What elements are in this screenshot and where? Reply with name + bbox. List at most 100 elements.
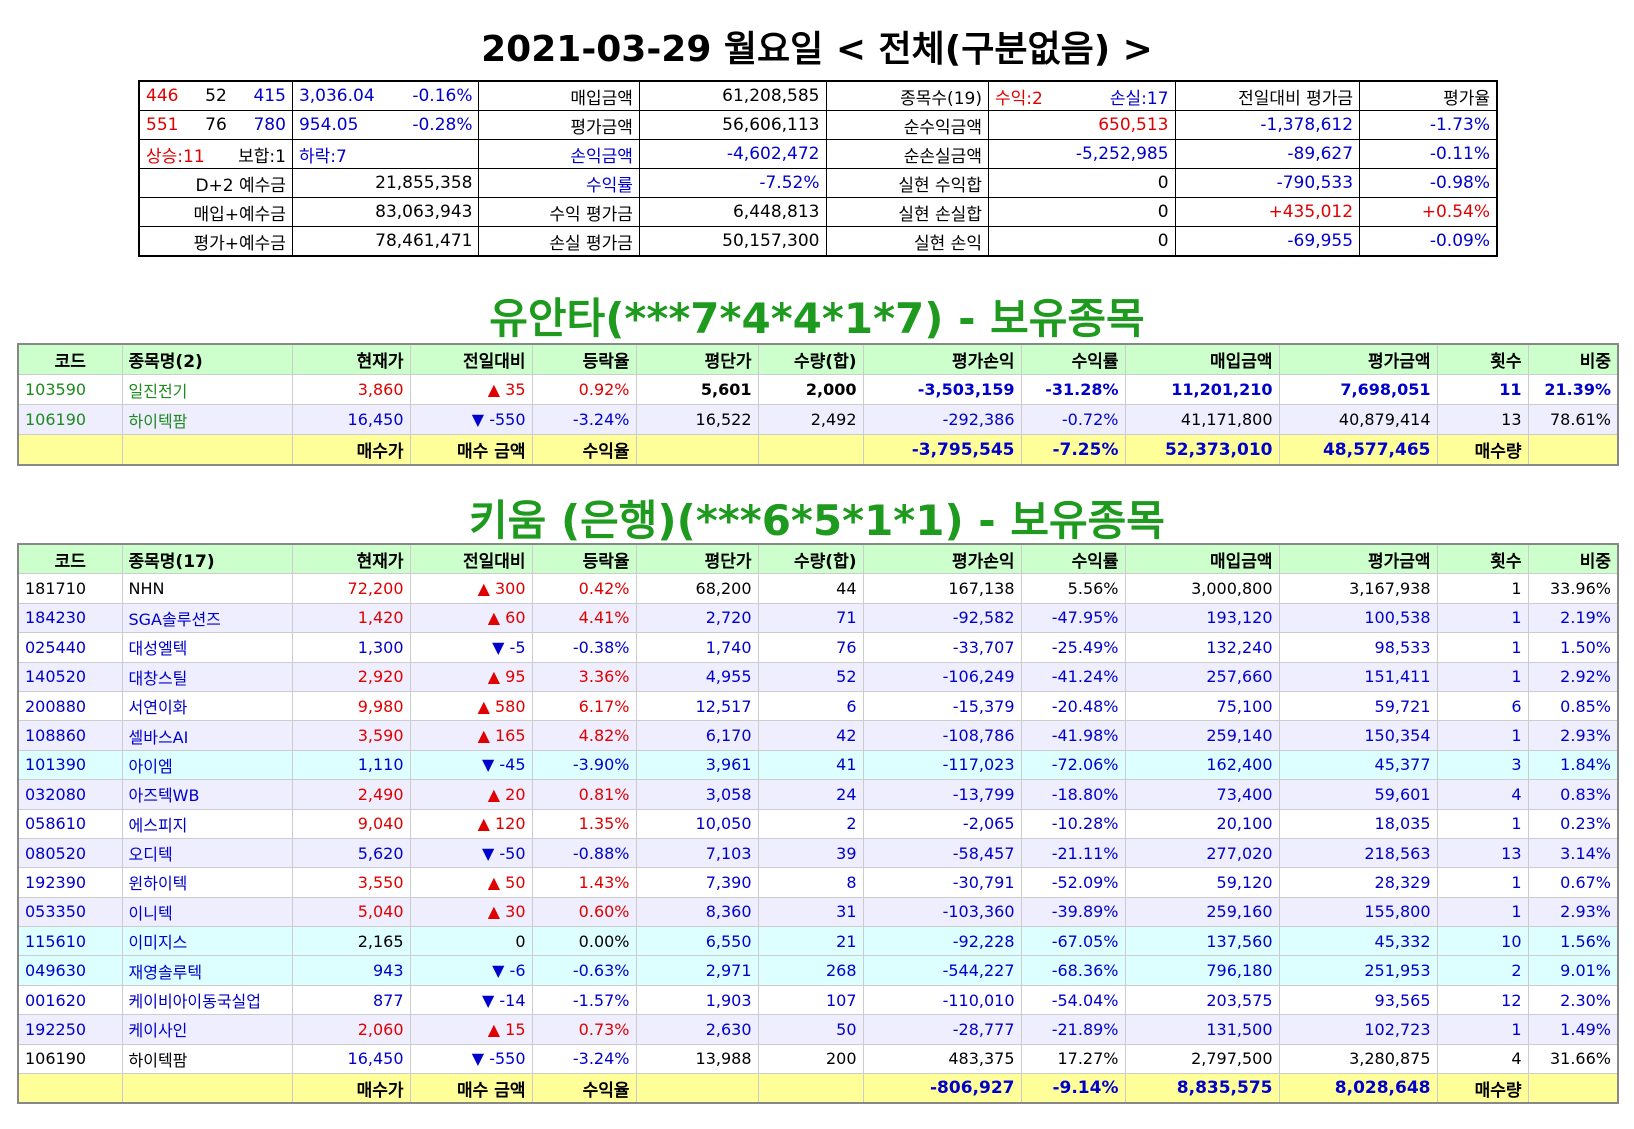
holding-row: 058610 에스피지 9,040 ▲ 120 1.35% 10,050 2 -2,065 -1… [17,808,1619,839]
header-cell: 횟수 [1436,543,1529,575]
holding-cell: ▼ -550 [409,404,533,435]
holding-cell: 33.96% [1527,573,1619,604]
holding-cell: 106190 [17,1043,123,1075]
holding-row: 049630 재영솔루텍 943 ▼ -6 -0.63% 2,971 268 -544,227… [17,955,1619,986]
holding-cell: 2.19% [1527,602,1619,634]
holding-cell: 080520 [17,837,123,869]
holding-row: 025440 대성엘텍 1,300 ▼ -5 -0.38% 1,740 76 -33,707-… [17,632,1619,663]
holding-cell: 131,500 [1124,1014,1280,1045]
cell-text: 61,208,585 [722,86,820,106]
summary-cell: 50,157,300 [638,226,827,257]
holding-cell: 6,550 [635,926,759,957]
holding-cell: 재영솔루텍 [121,955,293,986]
total-cell [17,1073,123,1104]
holding-cell: 13,988 [635,1043,759,1075]
header-cell: 비중 [1527,343,1619,375]
holding-cell: 053350 [17,896,123,928]
holding-cell: 하이텍팜 [121,404,293,435]
cell-text: 50,157,300 [722,231,820,251]
header-cell: 수익률 [1020,343,1126,375]
summary-row: 매입+예수금 83,063,943 수익 평가금 6,448,813 실현 손실합 0 +4… [138,197,1498,227]
holding-cell: 2,000 [757,374,864,405]
holding-cell: -72.06% [1020,749,1126,781]
holding-cell: 2,920 [291,661,411,692]
holding-cell: 오디텍 [121,837,293,869]
holding-cell: ▲ 300 [409,573,533,604]
holding-cell: -25.49% [1020,632,1126,663]
holding-row: 192250 케이사인 2,060 ▲ 15 0.73% 2,630 50 -28,777 -2… [17,1014,1619,1045]
cell-text: 6,448,813 [732,202,820,222]
cell-text: 손실 평가금 [549,233,633,254]
header-cell: 평단가 [635,343,759,375]
header-cell: 전일대비 [409,543,533,575]
cell-text: 83,063,943 [375,202,473,222]
holding-row: 192390 윈하이텍 3,550 ▲ 50 1.43% 7,390 8 -30,791 -52… [17,867,1619,898]
summary-row: 551 76 780 954.05 -0.28% 평가금액 56,606,113 순수익금액 6… [138,110,1498,140]
holding-cell: 1,740 [635,632,759,663]
summary-cell: 실현 손실합 [825,197,989,227]
holding-cell: -3,503,159 [862,374,1022,405]
holding-cell: 71 [757,602,864,634]
holding-cell: SGA솔루션즈 [121,602,293,634]
summary-cell: 수익률 [478,168,640,198]
total-cell: 매수 금액 [409,1073,533,1104]
holding-cell: -41.98% [1020,720,1126,751]
holding-cell: 5.56% [1020,573,1126,604]
holding-cell: 1.56% [1527,926,1619,957]
holding-cell: 16,522 [635,404,759,435]
holding-cell: -39.89% [1020,896,1126,928]
summary-cell: 손익금액 [478,139,640,169]
header-cell: 수량(합) [757,343,864,375]
holding-cell: 192250 [17,1014,123,1045]
holding-cell: -33,707 [862,632,1022,663]
holding-cell: 이니텍 [121,896,293,928]
holding-cell: 5,040 [291,896,411,928]
header-cell: 코드 [17,343,123,375]
holding-cell: 4 [1436,779,1529,810]
holding-cell: 796,180 [1124,955,1280,986]
holding-cell: 877 [291,984,411,1016]
holding-cell: 251,953 [1278,955,1438,986]
holding-cell: 21 [757,926,864,957]
summary-cell: -7.52% [638,168,827,198]
holding-cell: -67.05% [1020,926,1126,957]
total-cell [1527,1073,1619,1104]
holding-cell: 24 [757,779,864,810]
holding-cell: 11 [1436,374,1529,405]
holding-row: 140520 대창스틸 2,920 ▲ 95 3.36% 4,955 52 -106,249-… [17,661,1619,692]
cell-text: -0.11% [1429,144,1490,164]
total-cell: 8,028,648 [1278,1073,1438,1104]
header-cell: 코드 [17,543,123,575]
summary-cell: D+2 예수금 [138,168,293,198]
holding-cell: 75,100 [1124,690,1280,722]
summary-cell: 전일대비 평가금 [1174,80,1361,111]
header-cell: 평가금액 [1278,343,1438,375]
cell-text: -4,602,472 [726,144,820,164]
holding-cell: -3.24% [531,404,637,435]
holding-cell: 44 [757,573,864,604]
cell-text: -790,533 [1276,173,1354,193]
summary-cell: 83,063,943 [291,197,480,227]
holding-cell: 11,201,210 [1124,374,1280,405]
cell-part: 954.05 [298,115,359,135]
holding-cell: 3,058 [635,779,759,810]
cell-text: 0 [1157,202,1169,222]
holding-cell: ▲ 120 [409,808,533,839]
holding-cell: 3.36% [531,661,637,692]
total-cell [757,434,864,466]
holding-cell: 아즈텍WB [121,779,293,810]
total-cell: -9.14% [1020,1073,1126,1104]
total-cell [757,1073,864,1104]
cell-text: 순손실금액 [903,146,982,167]
cell-part: 415 [253,86,286,106]
cell-text: +0.54% [1421,202,1490,222]
summary-cell: 매입+예수금 [138,197,293,227]
holding-cell: 1 [1436,1014,1529,1045]
summary-cell: +0.54% [1359,197,1498,227]
holding-row: 053350 이니텍 5,040 ▲ 30 0.60% 8,360 31 -103,360 -3… [17,896,1619,928]
holding-cell: 1 [1436,661,1529,692]
holding-cell: ▲ 165 [409,720,533,751]
holding-cell: -68.36% [1020,955,1126,986]
holding-cell: 1 [1436,573,1529,604]
